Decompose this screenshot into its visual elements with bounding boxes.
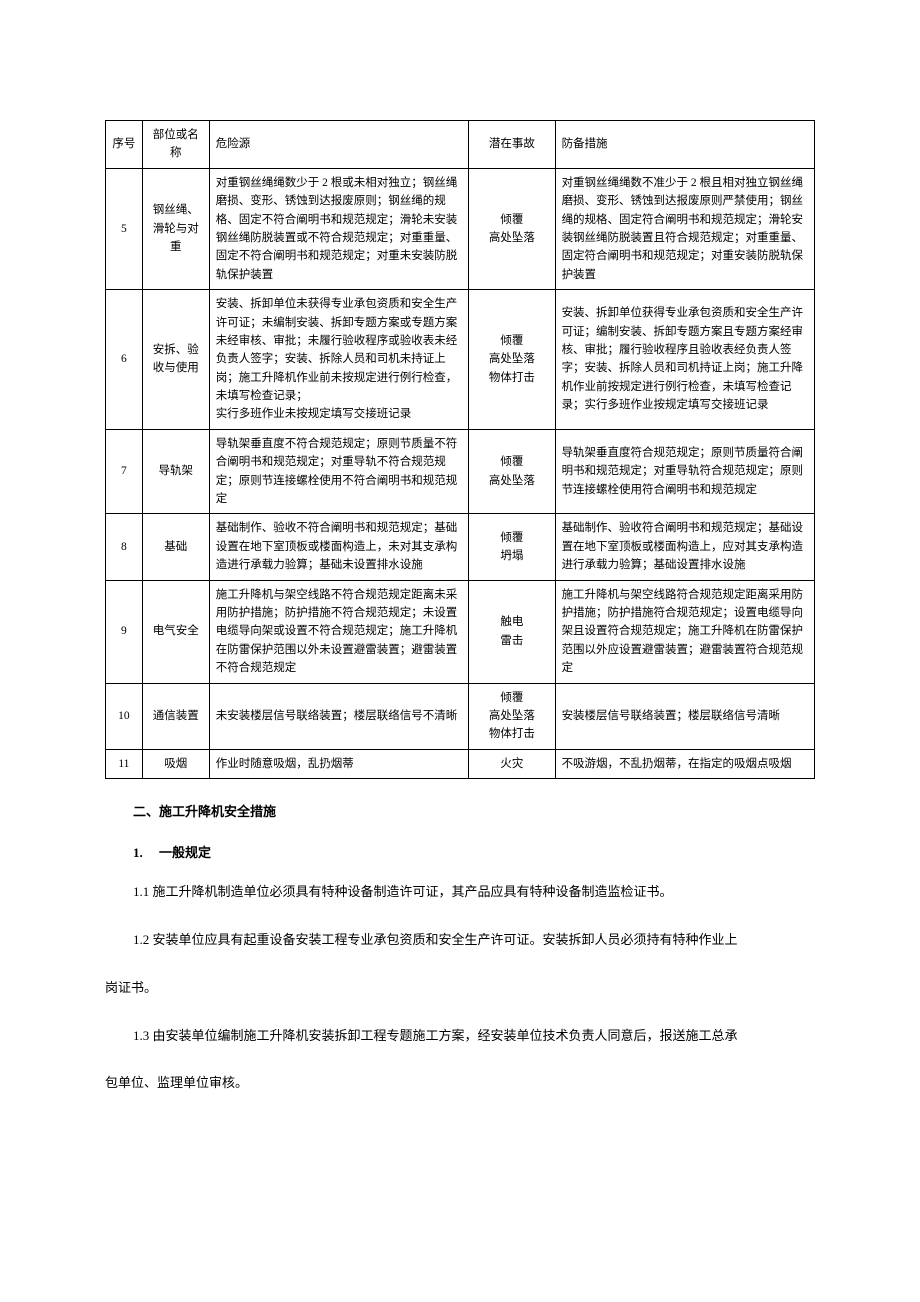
table-row: 8基础基础制作、验收不符合阐明书和规范规定；基础设置在地下室顶板或楼面构造上，未… <box>106 514 815 580</box>
cell-seq: 5 <box>106 168 143 289</box>
col-seq-header: 序号 <box>106 121 143 169</box>
cell-accident: 倾覆高处坠落物体打击 <box>469 290 555 430</box>
section-heading-2: 二、施工升降机安全措施 <box>105 801 815 820</box>
cell-seq: 10 <box>106 683 143 749</box>
cell-risk: 作业时随意吸烟，乱扔烟蒂 <box>209 749 468 778</box>
risk-table: 序号 部位或名称 危险源 潜在事故 防备措施 5钢丝绳、滑轮与对重对重钢丝绳绳数… <box>105 120 815 779</box>
cell-accident: 触电雷击 <box>469 580 555 683</box>
cell-accident: 倾覆高处坠落物体打击 <box>469 683 555 749</box>
subsection-heading-1: 1. 一般规定 <box>105 842 815 861</box>
paragraph-1-2a: 1.2 安装单位应具有起重设备安装工程专业承包资质和安全生产许可证。安装拆卸人员… <box>105 923 815 957</box>
cell-part: 导轨架 <box>142 429 209 514</box>
cell-measure: 施工升降机与架空线路符合规范规定距离采用防护措施；防护措施符合规范规定；设置电缆… <box>555 580 814 683</box>
cell-seq: 6 <box>106 290 143 430</box>
table-header-row: 序号 部位或名称 危险源 潜在事故 防备措施 <box>106 121 815 169</box>
table-body: 5钢丝绳、滑轮与对重对重钢丝绳绳数少于 2 根或未相对独立；钢丝绳磨损、变形、锈… <box>106 168 815 778</box>
table-row: 5钢丝绳、滑轮与对重对重钢丝绳绳数少于 2 根或未相对独立；钢丝绳磨损、变形、锈… <box>106 168 815 289</box>
table-row: 11吸烟作业时随意吸烟，乱扔烟蒂火灾不吸游烟，不乱扔烟蒂，在指定的吸烟点吸烟 <box>106 749 815 778</box>
table-row: 7导轨架导轨架垂直度不符合规范规定；原则节质量不符合阐明书和规范规定；对重导轨不… <box>106 429 815 514</box>
cell-measure: 对重钢丝绳绳数不准少于 2 根且相对独立钢丝绳磨损、变形、锈蚀到达报废原则严禁使… <box>555 168 814 289</box>
cell-risk: 施工升降机与架空线路不符合规范规定距离未采用防护措施；防护措施不符合规范规定；未… <box>209 580 468 683</box>
cell-measure: 基础制作、验收符合阐明书和规范规定；基础设置在地下室顶板或楼面构造上，应对其支承… <box>555 514 814 580</box>
cell-risk: 基础制作、验收不符合阐明书和规范规定；基础设置在地下室顶板或楼面构造上，未对其支… <box>209 514 468 580</box>
cell-accident: 倾覆坍塌 <box>469 514 555 580</box>
cell-accident: 火灾 <box>469 749 555 778</box>
cell-part: 通信装置 <box>142 683 209 749</box>
table-row: 10通信装置未安装楼层信号联络装置；楼层联络信号不清晰倾覆高处坠落物体打击安装楼… <box>106 683 815 749</box>
table-row: 9电气安全施工升降机与架空线路不符合规范规定距离未采用防护措施；防护措施不符合规… <box>106 580 815 683</box>
col-part-header: 部位或名称 <box>142 121 209 169</box>
cell-risk: 安装、拆卸单位未获得专业承包资质和安全生产许可证；未编制安装、拆卸专题方案或专题… <box>209 290 468 430</box>
cell-seq: 7 <box>106 429 143 514</box>
paragraph-1-3a: 1.3 由安装单位编制施工升降机安装拆卸工程专题施工方案，经安装单位技术负责人同… <box>105 1019 815 1053</box>
cell-part: 安拆、验收与使用 <box>142 290 209 430</box>
paragraph-1-3b: 包单位、监理单位审核。 <box>105 1066 815 1100</box>
cell-seq: 9 <box>106 580 143 683</box>
cell-measure: 导轨架垂直度符合规范规定；原则节质量符合阐明书和规范规定；对重导轨符合规范规定；… <box>555 429 814 514</box>
cell-part: 基础 <box>142 514 209 580</box>
cell-risk: 未安装楼层信号联络装置；楼层联络信号不清晰 <box>209 683 468 749</box>
table-row: 6安拆、验收与使用安装、拆卸单位未获得专业承包资质和安全生产许可证；未编制安装、… <box>106 290 815 430</box>
col-risk-header: 危险源 <box>209 121 468 169</box>
page-container: 序号 部位或名称 危险源 潜在事故 防备措施 5钢丝绳、滑轮与对重对重钢丝绳绳数… <box>105 120 815 1100</box>
col-measure-header: 防备措施 <box>555 121 814 169</box>
cell-measure: 安装、拆卸单位获得专业承包资质和安全生产许可证；编制安装、拆卸专题方案且专题方案… <box>555 290 814 430</box>
cell-part: 吸烟 <box>142 749 209 778</box>
cell-accident: 倾覆高处坠落 <box>469 168 555 289</box>
cell-risk: 导轨架垂直度不符合规范规定；原则节质量不符合阐明书和规范规定；对重导轨不符合规范… <box>209 429 468 514</box>
cell-accident: 倾覆高处坠落 <box>469 429 555 514</box>
cell-measure: 不吸游烟，不乱扔烟蒂，在指定的吸烟点吸烟 <box>555 749 814 778</box>
paragraph-1-2b: 岗证书。 <box>105 971 815 1005</box>
cell-risk: 对重钢丝绳绳数少于 2 根或未相对独立；钢丝绳磨损、变形、锈蚀到达报废原则；钢丝… <box>209 168 468 289</box>
cell-seq: 8 <box>106 514 143 580</box>
col-accident-header: 潜在事故 <box>469 121 555 169</box>
cell-part: 电气安全 <box>142 580 209 683</box>
cell-measure: 安装楼层信号联络装置；楼层联络信号清晰 <box>555 683 814 749</box>
cell-seq: 11 <box>106 749 143 778</box>
paragraph-1-1: 1.1 施工升降机制造单位必须具有特种设备制造许可证，其产品应具有特种设备制造监… <box>105 875 815 909</box>
cell-part: 钢丝绳、滑轮与对重 <box>142 168 209 289</box>
